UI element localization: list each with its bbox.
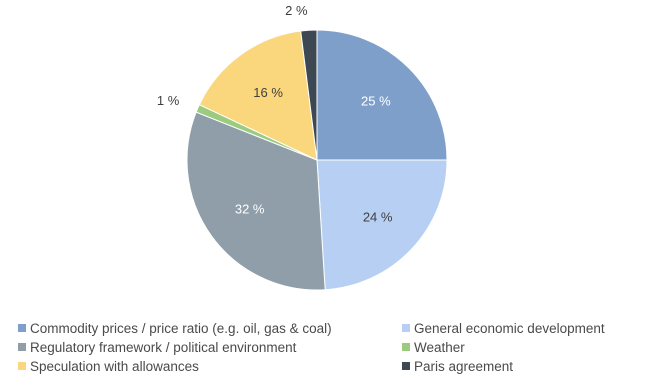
legend-label: Weather bbox=[414, 340, 465, 355]
slice-value-label: 32 % bbox=[235, 201, 265, 216]
slice-value-label: 24 % bbox=[363, 209, 393, 224]
legend-item-general-economic-development: General economic development bbox=[402, 321, 605, 336]
pie-slice-paris-agreement bbox=[300, 29, 318, 161]
legend-item-regulatory-framework-political-environment: Regulatory framework / political environ… bbox=[18, 340, 297, 355]
legend-item-commodity-prices-price-ratio-e-g-oil-gas-coal: Commodity prices / price ratio (e.g. oil… bbox=[18, 321, 332, 336]
pie-slice-labels: 25 % 24 % 32 % 1 % 16 % 2 % bbox=[157, 3, 393, 225]
slice-value-label: 2 % bbox=[285, 3, 308, 18]
pie-slice-commodity-prices-price-ratio-e-g-oil-gas-coal bbox=[316, 29, 448, 161]
legend-swatch bbox=[402, 324, 410, 332]
legend-label: Paris agreement bbox=[414, 359, 513, 374]
pie-slice-general-economic-development bbox=[316, 159, 448, 291]
legend-label: Speculation with allowances bbox=[30, 359, 199, 374]
legend-swatch bbox=[402, 362, 410, 370]
pie-slice-regulatory-framework-political-environment bbox=[186, 111, 326, 291]
pie-slices bbox=[186, 29, 448, 291]
legend-item-speculation-with-allowances: Speculation with allowances bbox=[18, 359, 199, 374]
slice-value-label: 1 % bbox=[157, 93, 180, 108]
slice-value-label: 16 % bbox=[253, 85, 283, 100]
legend-label: General economic development bbox=[414, 321, 605, 336]
legend-swatch bbox=[18, 362, 26, 370]
legend-swatch bbox=[402, 343, 410, 351]
chart-legend: Commodity prices / price ratio (e.g. oil… bbox=[18, 321, 605, 374]
legend-swatch bbox=[18, 343, 26, 351]
legend-item-paris-agreement: Paris agreement bbox=[402, 359, 513, 374]
legend-swatch bbox=[18, 324, 26, 332]
legend-item-weather: Weather bbox=[402, 340, 465, 355]
slice-value-label: 25 % bbox=[361, 94, 391, 109]
legend-label: Commodity prices / price ratio (e.g. oil… bbox=[30, 321, 332, 336]
pie-slice-speculation-with-allowances bbox=[198, 30, 318, 161]
legend-label: Regulatory framework / political environ… bbox=[30, 340, 297, 355]
